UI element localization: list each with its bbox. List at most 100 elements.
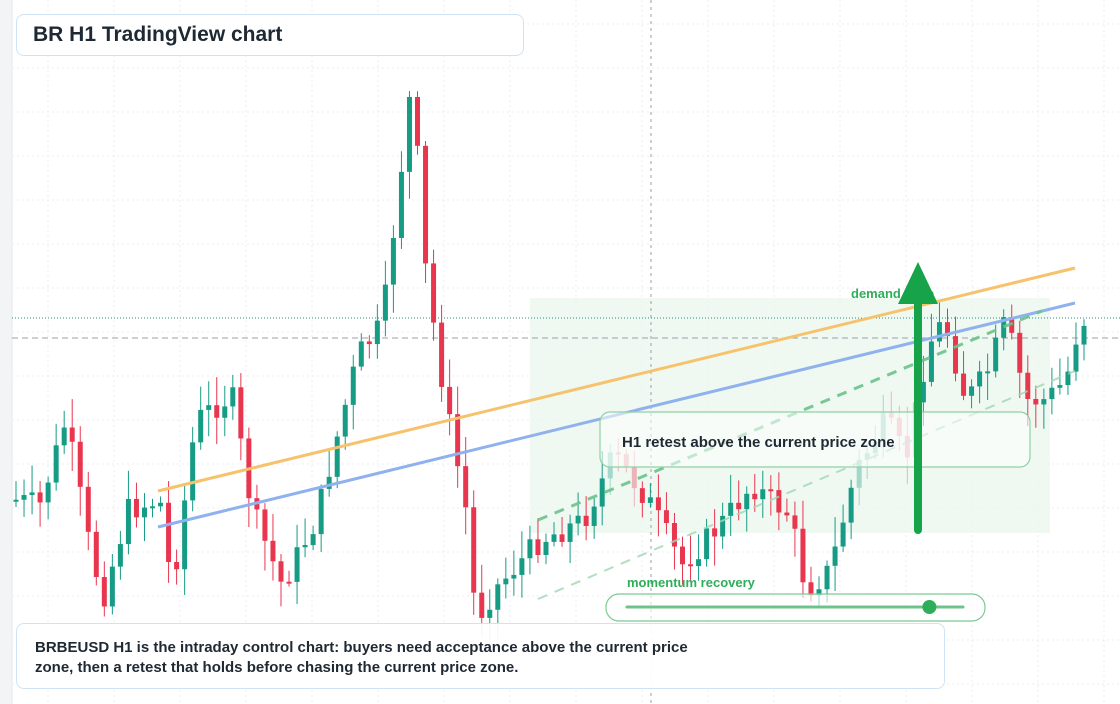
candle-body xyxy=(816,589,822,596)
candle xyxy=(953,316,959,382)
candle xyxy=(382,260,388,337)
candle xyxy=(117,530,123,580)
candle-body xyxy=(358,341,364,367)
candle xyxy=(535,518,541,563)
candle-body xyxy=(77,441,83,487)
candle xyxy=(406,90,412,199)
chart-note-box: BRBEUSD H1 is the intraday control chart… xyxy=(16,623,945,689)
candle-body xyxy=(503,578,509,585)
candle xyxy=(1033,385,1039,428)
candle xyxy=(985,353,991,400)
candle xyxy=(969,379,975,409)
candle-body xyxy=(744,493,750,510)
candle xyxy=(663,492,669,535)
candle-body xyxy=(768,489,774,492)
candle xyxy=(37,480,43,527)
candle xyxy=(431,249,437,341)
candle-body xyxy=(752,493,758,500)
candle-body xyxy=(961,373,967,396)
candle xyxy=(591,497,597,539)
candle-body xyxy=(1025,372,1031,399)
candle xyxy=(61,410,67,454)
candle-body xyxy=(439,322,445,387)
candle-body xyxy=(302,545,308,548)
candle xyxy=(728,474,734,536)
candle-body xyxy=(704,528,710,560)
candle-body xyxy=(190,442,196,501)
candle-body xyxy=(278,561,284,582)
candle-body xyxy=(792,515,798,529)
candle-body xyxy=(270,540,276,562)
candle-body xyxy=(736,502,742,510)
candle xyxy=(961,351,967,401)
candle-body xyxy=(848,487,854,523)
candle-body xyxy=(150,506,156,509)
candle-body xyxy=(182,500,188,570)
candle-body xyxy=(928,341,934,382)
candle-body xyxy=(800,528,806,583)
candle-body xyxy=(679,546,685,565)
candle-body xyxy=(977,371,983,387)
candle-body xyxy=(535,539,541,555)
candle xyxy=(784,498,790,522)
candle-body xyxy=(390,237,396,285)
candle-body xyxy=(53,445,59,483)
candle-body xyxy=(969,386,975,396)
candle-body xyxy=(655,497,661,511)
momentum-knob[interactable] xyxy=(922,600,937,614)
candle-body xyxy=(294,547,300,582)
candle xyxy=(696,534,702,581)
momentum-trendline-lower xyxy=(537,370,1076,600)
chart-note: BRBEUSD H1 is the intraday control chart… xyxy=(35,639,688,676)
candle-body xyxy=(1049,387,1055,400)
candle-body xyxy=(511,574,517,579)
candle xyxy=(53,423,59,491)
candle-body xyxy=(728,502,734,516)
candle-body xyxy=(776,490,782,513)
candle-body xyxy=(93,531,99,578)
candle-body xyxy=(406,96,412,172)
candle xyxy=(246,427,252,528)
candle xyxy=(1049,367,1055,415)
candle-body xyxy=(519,558,525,575)
candle xyxy=(720,502,726,549)
candle-body xyxy=(117,544,123,567)
candle-body xyxy=(415,96,421,146)
candle-body xyxy=(326,476,332,489)
candle-body xyxy=(125,498,131,545)
candle-body xyxy=(663,510,669,523)
candle xyxy=(93,520,99,586)
candle xyxy=(318,484,324,553)
candle-body xyxy=(238,387,244,439)
candle xyxy=(101,561,107,617)
candle-body xyxy=(85,486,91,532)
candle xyxy=(366,335,372,359)
candle xyxy=(270,514,276,581)
candle xyxy=(744,486,750,532)
candle-body xyxy=(455,414,461,467)
candle xyxy=(374,304,380,359)
candle-body xyxy=(953,336,959,374)
candle xyxy=(776,472,782,531)
candle xyxy=(1001,309,1007,351)
candle xyxy=(447,359,453,436)
candle xyxy=(214,377,220,445)
chart-title-box: BR H1 TradingView chart xyxy=(16,14,524,56)
candle xyxy=(1041,388,1047,429)
candle-body xyxy=(1065,371,1071,386)
candle-body xyxy=(214,405,220,418)
retest-box xyxy=(599,411,1031,468)
candle xyxy=(334,431,340,489)
candle-body xyxy=(310,534,316,546)
candle-body xyxy=(447,386,453,415)
candle-body xyxy=(431,263,437,323)
candle-body xyxy=(936,322,942,342)
candle-body xyxy=(712,528,718,537)
candle-body xyxy=(286,581,292,584)
candle xyxy=(238,373,244,461)
candle-body xyxy=(720,515,726,537)
candle xyxy=(503,557,509,599)
left-axis-strip xyxy=(0,0,12,704)
candle xyxy=(511,550,517,596)
